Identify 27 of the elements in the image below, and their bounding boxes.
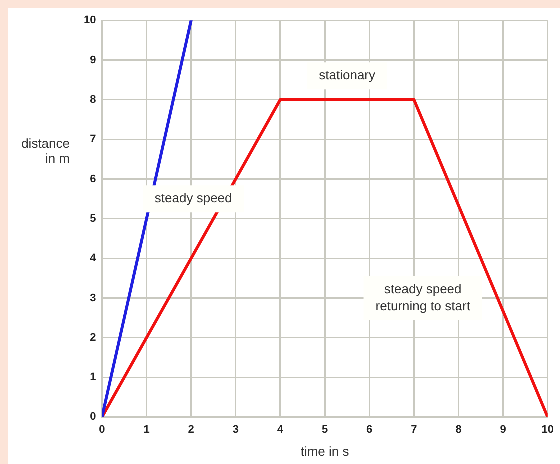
y-tick-label: 1	[90, 372, 96, 384]
annotation: steady speed	[154, 190, 232, 206]
x-tick-label: 8	[456, 424, 462, 436]
x-tick-label: 4	[277, 424, 284, 436]
y-tick-label: 9	[90, 54, 96, 66]
y-tick-label: 6	[90, 173, 96, 186]
y-tick-label: 10	[84, 14, 96, 27]
x-tick-label: 5	[322, 424, 328, 436]
x-tick-label: 3	[232, 424, 239, 436]
y-tick-label: 7	[90, 134, 96, 146]
x-tick-label: 0	[99, 424, 106, 436]
y-axis-title: distance in m	[20, 136, 70, 166]
y-tick-label: 4	[90, 252, 98, 265]
x-tick-label: 7	[411, 424, 418, 436]
y-tick-label: 3	[90, 292, 96, 304]
x-tick-label: 6	[366, 424, 373, 436]
x-axis-title: time in s	[300, 444, 350, 459]
y-tick-label: 0	[90, 411, 96, 424]
y-tick-label: 8	[90, 94, 96, 106]
y-tick-label: 5	[90, 212, 96, 225]
annotation: steady speed returning to start	[376, 281, 471, 314]
x-tick-label: 9	[500, 424, 506, 436]
x-tick-label: 2	[188, 424, 194, 436]
x-tick-label: 10	[542, 424, 554, 436]
y-tick-label: 2	[90, 332, 96, 344]
annotation: stationary	[319, 68, 376, 83]
x-tick-label: 1	[144, 424, 150, 436]
